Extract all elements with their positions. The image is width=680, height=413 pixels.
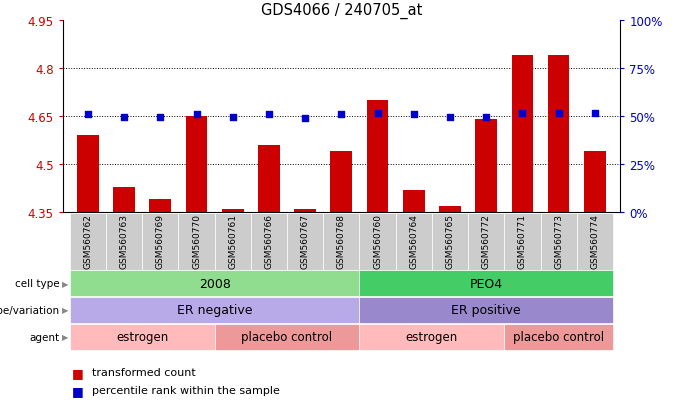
- Point: [82, 112, 93, 119]
- Point: [336, 112, 347, 119]
- Point: [590, 110, 600, 117]
- Title: GDS4066 / 240705_at: GDS4066 / 240705_at: [260, 3, 422, 19]
- Text: PEO4: PEO4: [470, 277, 503, 290]
- Point: [155, 114, 166, 121]
- Text: ■: ■: [71, 384, 83, 397]
- Point: [264, 112, 275, 119]
- Text: GSM560772: GSM560772: [481, 214, 491, 268]
- Text: agent: agent: [30, 332, 60, 342]
- Text: ■: ■: [71, 366, 83, 379]
- Text: GSM560764: GSM560764: [409, 214, 418, 268]
- Text: ▶: ▶: [62, 279, 69, 288]
- Text: GSM560763: GSM560763: [120, 214, 129, 268]
- Bar: [114, 187, 135, 213]
- Text: cell type: cell type: [15, 278, 60, 289]
- Text: GSM560760: GSM560760: [373, 214, 382, 268]
- Bar: [584, 152, 606, 213]
- Bar: [367, 101, 388, 213]
- Text: GSM560769: GSM560769: [156, 214, 165, 268]
- Bar: [511, 56, 533, 213]
- Point: [372, 111, 383, 117]
- Bar: [222, 209, 243, 213]
- Bar: [150, 200, 171, 213]
- Point: [408, 112, 419, 119]
- Text: GSM560765: GSM560765: [445, 214, 454, 268]
- Point: [300, 115, 311, 121]
- Text: GSM560761: GSM560761: [228, 214, 237, 268]
- Point: [517, 110, 528, 117]
- Bar: [548, 56, 569, 213]
- Text: percentile rank within the sample: percentile rank within the sample: [92, 385, 279, 395]
- Text: GSM560771: GSM560771: [518, 214, 527, 268]
- Text: ▶: ▶: [62, 306, 69, 314]
- Text: transformed count: transformed count: [92, 368, 196, 377]
- Text: GSM560766: GSM560766: [265, 214, 273, 268]
- Point: [445, 115, 456, 121]
- Text: estrogen: estrogen: [406, 330, 458, 343]
- Text: ER negative: ER negative: [177, 304, 252, 316]
- Bar: [403, 190, 424, 213]
- Text: estrogen: estrogen: [116, 330, 169, 343]
- Text: ▶: ▶: [62, 332, 69, 341]
- Bar: [475, 120, 497, 213]
- Bar: [439, 206, 461, 213]
- Bar: [258, 145, 279, 213]
- Bar: [77, 136, 99, 213]
- Text: GSM560773: GSM560773: [554, 214, 563, 268]
- Text: ER positive: ER positive: [452, 304, 521, 316]
- Text: 2008: 2008: [199, 277, 231, 290]
- Text: GSM560770: GSM560770: [192, 214, 201, 268]
- Text: GSM560762: GSM560762: [84, 214, 92, 268]
- Point: [227, 114, 238, 121]
- Text: GSM560774: GSM560774: [590, 214, 599, 268]
- Point: [553, 110, 564, 117]
- Point: [481, 114, 492, 121]
- Text: GSM560768: GSM560768: [337, 214, 346, 268]
- Bar: [186, 117, 207, 213]
- Point: [119, 114, 130, 121]
- Text: placebo control: placebo control: [513, 330, 604, 343]
- Text: GSM560767: GSM560767: [301, 214, 309, 268]
- Text: genotype/variation: genotype/variation: [0, 305, 60, 315]
- Text: placebo control: placebo control: [241, 330, 333, 343]
- Point: [191, 111, 202, 118]
- Bar: [294, 209, 316, 213]
- Bar: [330, 152, 352, 213]
